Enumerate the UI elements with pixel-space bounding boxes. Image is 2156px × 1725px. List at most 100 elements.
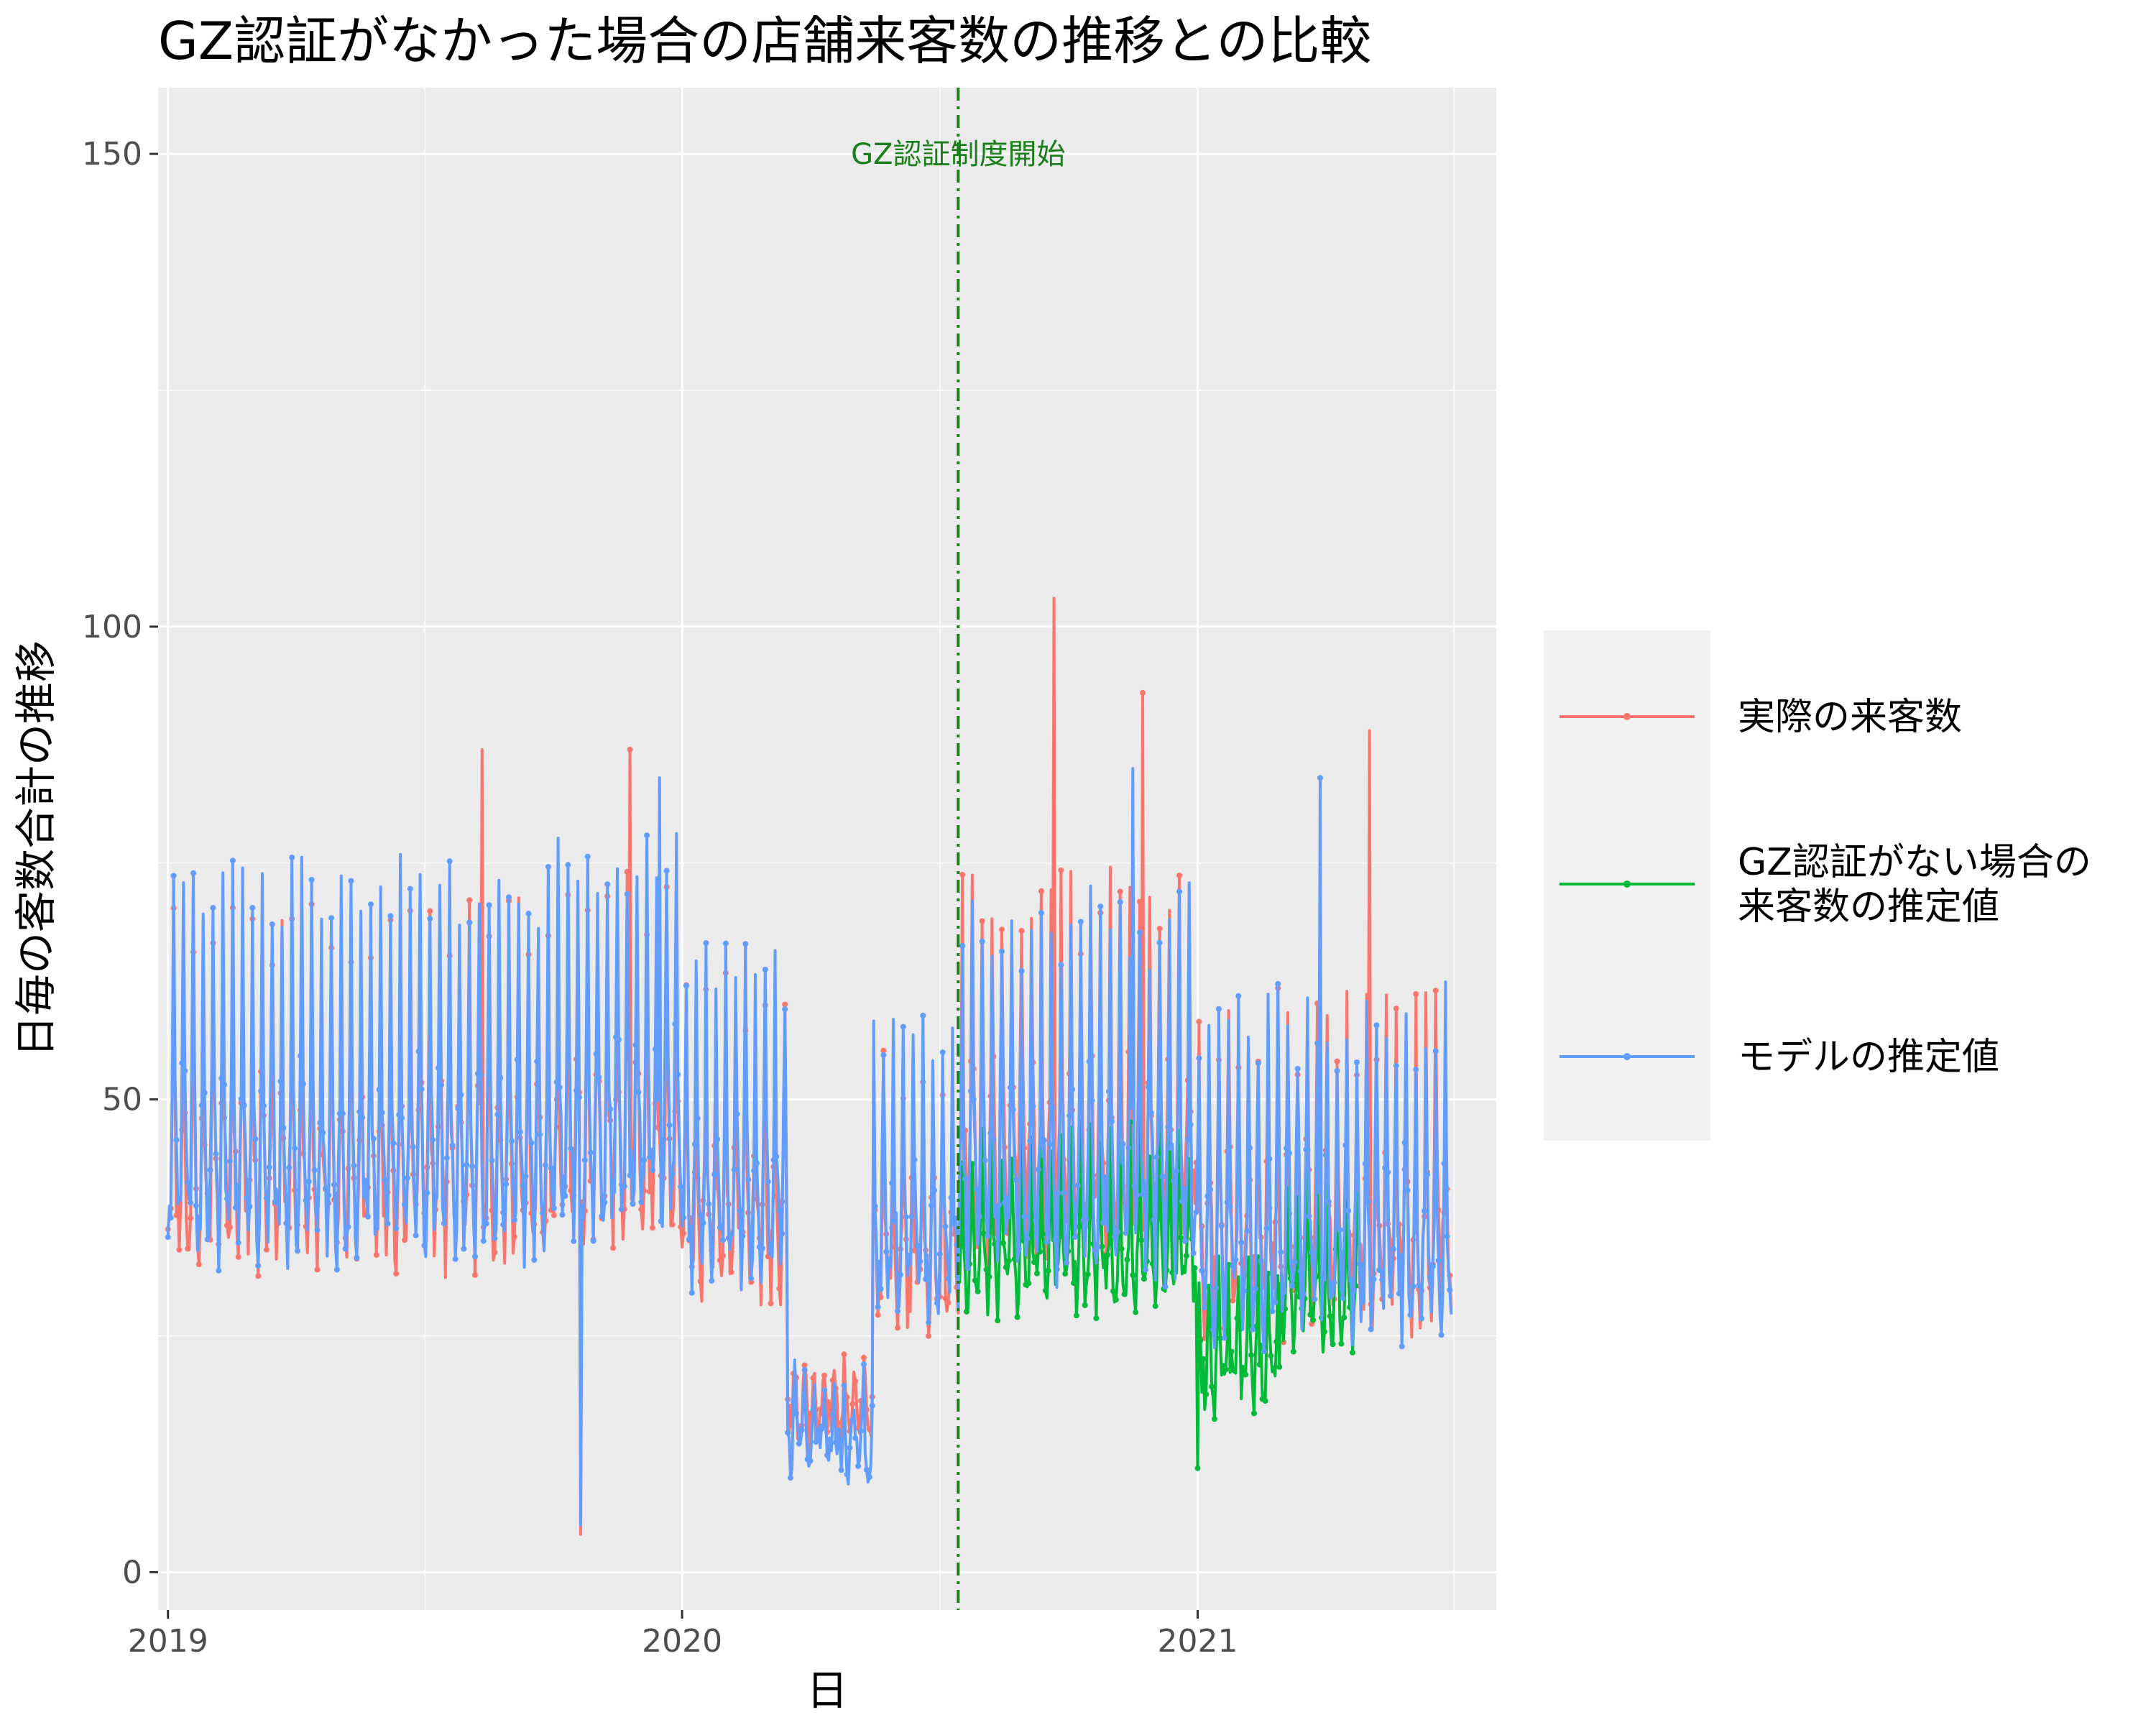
data-point bbox=[283, 1220, 290, 1226]
data-point bbox=[466, 919, 473, 926]
data-point bbox=[1062, 1271, 1069, 1277]
data-point bbox=[900, 1024, 906, 1030]
data-point bbox=[615, 1036, 622, 1043]
data-point bbox=[550, 1212, 557, 1218]
data-point bbox=[1419, 1315, 1425, 1322]
data-point bbox=[556, 1084, 563, 1090]
data-point bbox=[305, 1178, 312, 1184]
data-point bbox=[1123, 1230, 1129, 1236]
data-point bbox=[593, 1051, 599, 1057]
data-point bbox=[1128, 1103, 1135, 1110]
data-point bbox=[1342, 1142, 1349, 1149]
data-point bbox=[553, 1079, 560, 1085]
data-point bbox=[796, 1440, 802, 1447]
data-point bbox=[525, 911, 532, 917]
data-point bbox=[1334, 1067, 1340, 1074]
data-point bbox=[1385, 1169, 1391, 1175]
data-point bbox=[1082, 1302, 1088, 1308]
data-point bbox=[880, 1052, 887, 1058]
data-point bbox=[188, 1215, 194, 1221]
data-point bbox=[540, 1210, 546, 1216]
data-point bbox=[480, 1238, 487, 1244]
data-point bbox=[292, 1145, 298, 1151]
data-point bbox=[669, 1171, 676, 1177]
data-point bbox=[1140, 689, 1146, 696]
data-point bbox=[875, 1312, 881, 1318]
data-point bbox=[368, 901, 374, 908]
data-point bbox=[697, 1212, 704, 1218]
data-point bbox=[466, 897, 473, 903]
data-point bbox=[1253, 1322, 1260, 1329]
data-point bbox=[1137, 929, 1143, 936]
data-point bbox=[410, 1144, 416, 1150]
data-point bbox=[280, 1125, 287, 1131]
data-point bbox=[221, 1082, 228, 1088]
data-point bbox=[1153, 1154, 1160, 1160]
data-point bbox=[455, 1105, 461, 1112]
data-point bbox=[1382, 1165, 1388, 1171]
data-point bbox=[621, 1183, 627, 1190]
data-point bbox=[1010, 1106, 1016, 1113]
data-point bbox=[421, 1242, 428, 1248]
data-point bbox=[424, 1190, 430, 1196]
data-point bbox=[238, 1096, 244, 1103]
data-point bbox=[635, 1089, 642, 1095]
data-point bbox=[500, 1221, 507, 1228]
data-point bbox=[773, 1154, 780, 1160]
data-point bbox=[393, 1271, 400, 1277]
data-point bbox=[286, 1164, 292, 1171]
data-point bbox=[920, 1012, 926, 1018]
data-point bbox=[182, 1067, 188, 1074]
data-point bbox=[821, 1386, 828, 1393]
chart-title: GZ認証がなかった場合の店舗来客数の推移との比較 bbox=[158, 11, 1371, 71]
data-point bbox=[1194, 1465, 1201, 1471]
data-point bbox=[782, 1001, 788, 1008]
data-point bbox=[497, 1075, 504, 1081]
data-point bbox=[576, 1094, 582, 1100]
data-point bbox=[1294, 1066, 1301, 1072]
data-point bbox=[895, 1325, 900, 1331]
data-point bbox=[379, 1109, 385, 1116]
data-point bbox=[1055, 1190, 1061, 1196]
data-point bbox=[298, 1053, 303, 1059]
data-point bbox=[568, 1146, 574, 1151]
data-point bbox=[503, 1181, 510, 1187]
data-point bbox=[759, 1245, 765, 1251]
data-point bbox=[571, 1238, 577, 1244]
data-point bbox=[813, 1439, 819, 1445]
data-point bbox=[562, 1193, 568, 1199]
data-point bbox=[193, 1202, 199, 1209]
data-point bbox=[1105, 1251, 1110, 1258]
data-point bbox=[1429, 1263, 1436, 1269]
data-point bbox=[255, 1263, 262, 1269]
data-point bbox=[866, 1473, 872, 1480]
data-point bbox=[1297, 1268, 1304, 1274]
data-point bbox=[1143, 1266, 1148, 1273]
data-point bbox=[1401, 1139, 1408, 1146]
data-point bbox=[232, 1205, 239, 1211]
data-point bbox=[964, 1308, 969, 1315]
data-point bbox=[1174, 1168, 1180, 1174]
data-point bbox=[190, 870, 196, 876]
data-point bbox=[458, 1092, 464, 1098]
data-point bbox=[255, 1273, 262, 1279]
data-point bbox=[413, 1232, 419, 1238]
data-point bbox=[1268, 1353, 1274, 1359]
data-point bbox=[1309, 1249, 1315, 1256]
data-point bbox=[1231, 1367, 1238, 1374]
data-point bbox=[1215, 1006, 1222, 1012]
data-point bbox=[700, 1220, 706, 1226]
legend-key-point bbox=[1623, 1053, 1631, 1060]
data-point bbox=[1249, 1326, 1256, 1333]
data-point bbox=[1230, 1297, 1236, 1304]
data-point bbox=[348, 878, 354, 884]
data-point bbox=[252, 1136, 259, 1142]
data-point bbox=[227, 1224, 233, 1230]
data-point bbox=[652, 1046, 658, 1052]
data-point bbox=[1110, 1288, 1116, 1294]
data-point bbox=[314, 1266, 321, 1273]
data-point bbox=[779, 1230, 786, 1237]
data-point bbox=[979, 938, 985, 944]
data-point bbox=[1293, 1279, 1299, 1286]
data-point bbox=[399, 1115, 405, 1121]
